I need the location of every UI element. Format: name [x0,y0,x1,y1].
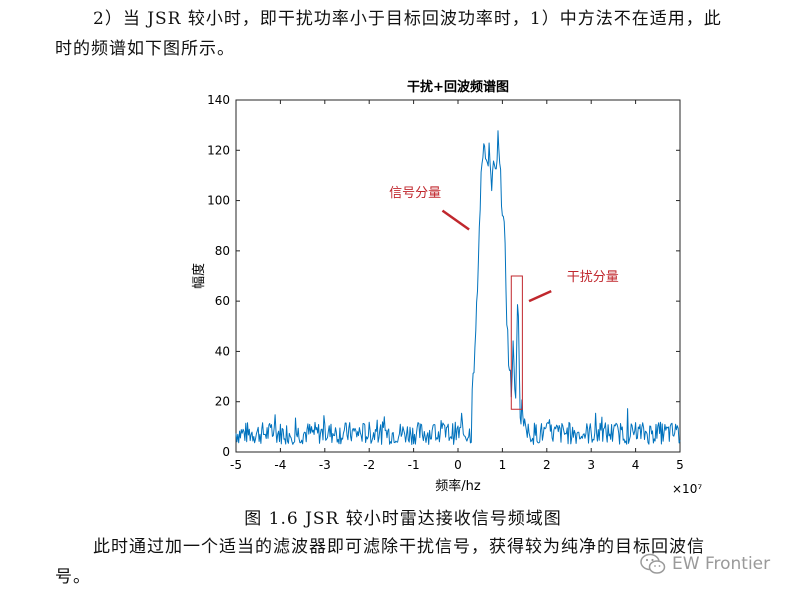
x-tick-label: -4 [274,458,286,472]
x-tick-label: 2 [543,458,551,472]
paragraph-intro: 2）当 JSR 较小时，即干扰功率小于目标回波功率时，1）中方法不在适用，此 时… [55,4,796,64]
x-tick-label: -5 [230,458,242,472]
plot-area [235,99,681,453]
x-tick-labels: -5 -4 -3 -2 -1 0 1 2 3 4 5 [230,458,684,472]
spectrum-chart: 干扰+回波频谱图 -5 -4 -3 -2 -1 0 1 2 3 4 5 0 20 40 60 80 100 12… [191,79,702,496]
x-axis-exponent: ×10⁷ [672,482,702,496]
interference-annotation-label: 干扰分量 [567,270,619,285]
watermark-text: EW Frontier [672,554,771,574]
x-tick-label: 5 [676,458,684,472]
wechat-icon [640,553,666,574]
x-tick-label: 1 [499,458,507,472]
x-tick-label: 0 [454,458,462,472]
interference-annotation-arrow [528,289,552,303]
interference-highlight-box [510,275,523,410]
x-tick-label: -3 [319,458,331,472]
paragraph-conclusion: 此时通过加一个适当的滤波器即可滤除干扰信号，获得较为纯净的目标回波信 号。 [55,532,796,592]
y-tick-label: 140 [207,93,230,107]
y-tick-label: 40 [215,344,230,358]
figure-caption: 图 1.6 JSR 较小时雷达接收信号频域图 [244,509,562,529]
y-tick-label: 0 [222,445,230,459]
paragraph-intro-line1: 2）当 JSR 较小时，即干扰功率小于目标回波功率时，1）中方法不在适用，此 [93,9,722,29]
paragraph-conclusion-line2: 号。 [55,567,91,587]
watermark: EW Frontier [640,553,770,575]
paragraph-conclusion-line1: 此时通过加一个适当的滤波器即可滤除干扰信号，获得较为纯净的目标回波信 [93,537,705,557]
y-tick-label: 100 [207,194,230,208]
x-tick-label: 3 [587,458,595,472]
signal-annotation-label: 信号分量 [389,186,441,201]
series-line [235,130,681,445]
chart-title: 干扰+回波频谱图 [407,79,509,95]
y-tick-label: 20 [215,395,230,409]
x-axis-label: 频率/hz [435,478,481,494]
y-tick-label: 80 [215,244,230,258]
x-tick-label: -2 [363,458,375,472]
y-tick-label: 120 [207,143,230,157]
y-axis-label: 幅度 [191,263,207,289]
x-tick-label: -1 [408,458,420,472]
paragraph-intro-line2: 时的频谱如下图所示。 [55,39,235,59]
axis-ticks [235,99,681,453]
signal-annotation-arrow [441,209,470,231]
y-tick-label: 60 [215,294,230,308]
x-tick-label: 4 [632,458,640,472]
y-tick-labels: 0 20 40 60 80 100 120 140 [207,93,230,459]
